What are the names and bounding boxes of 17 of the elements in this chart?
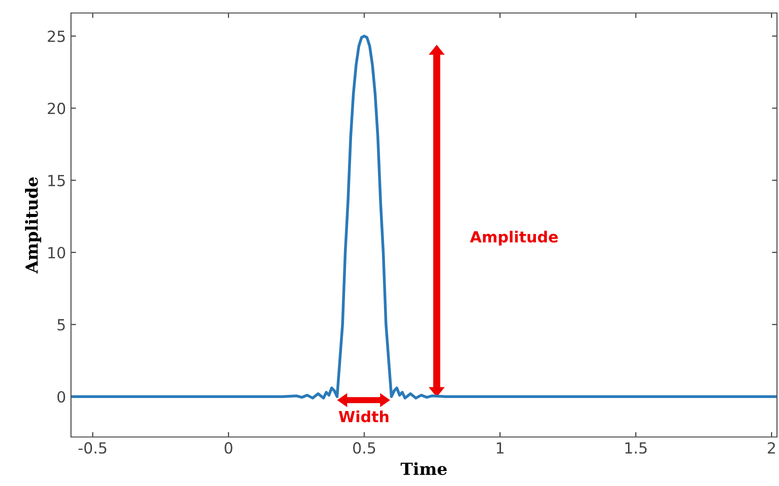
y-tick-label: 15 [48,174,65,186]
annotation: Amplitude [470,230,558,246]
x-axis-title: Time [400,462,447,476]
y-axis-title: Amplitude [25,177,42,274]
x-tick-label: -0.5 [78,442,106,454]
y-tick-label: 25 [48,30,65,42]
y-tick-label: 10 [48,246,66,258]
y-tick-label: 0 [57,391,66,403]
y-tick-label: 20 [48,102,66,114]
x-tick-label: 1.5 [625,442,647,454]
x-tick-label: 2 [768,442,775,454]
line-series [71,34,777,400]
y-tick-label: 5 [58,319,65,331]
annotation: Width [338,410,388,422]
x-tick-label: 0 [224,442,232,454]
x-tick-label: 1 [496,442,504,454]
x-tick-label: 0.5 [353,442,376,454]
